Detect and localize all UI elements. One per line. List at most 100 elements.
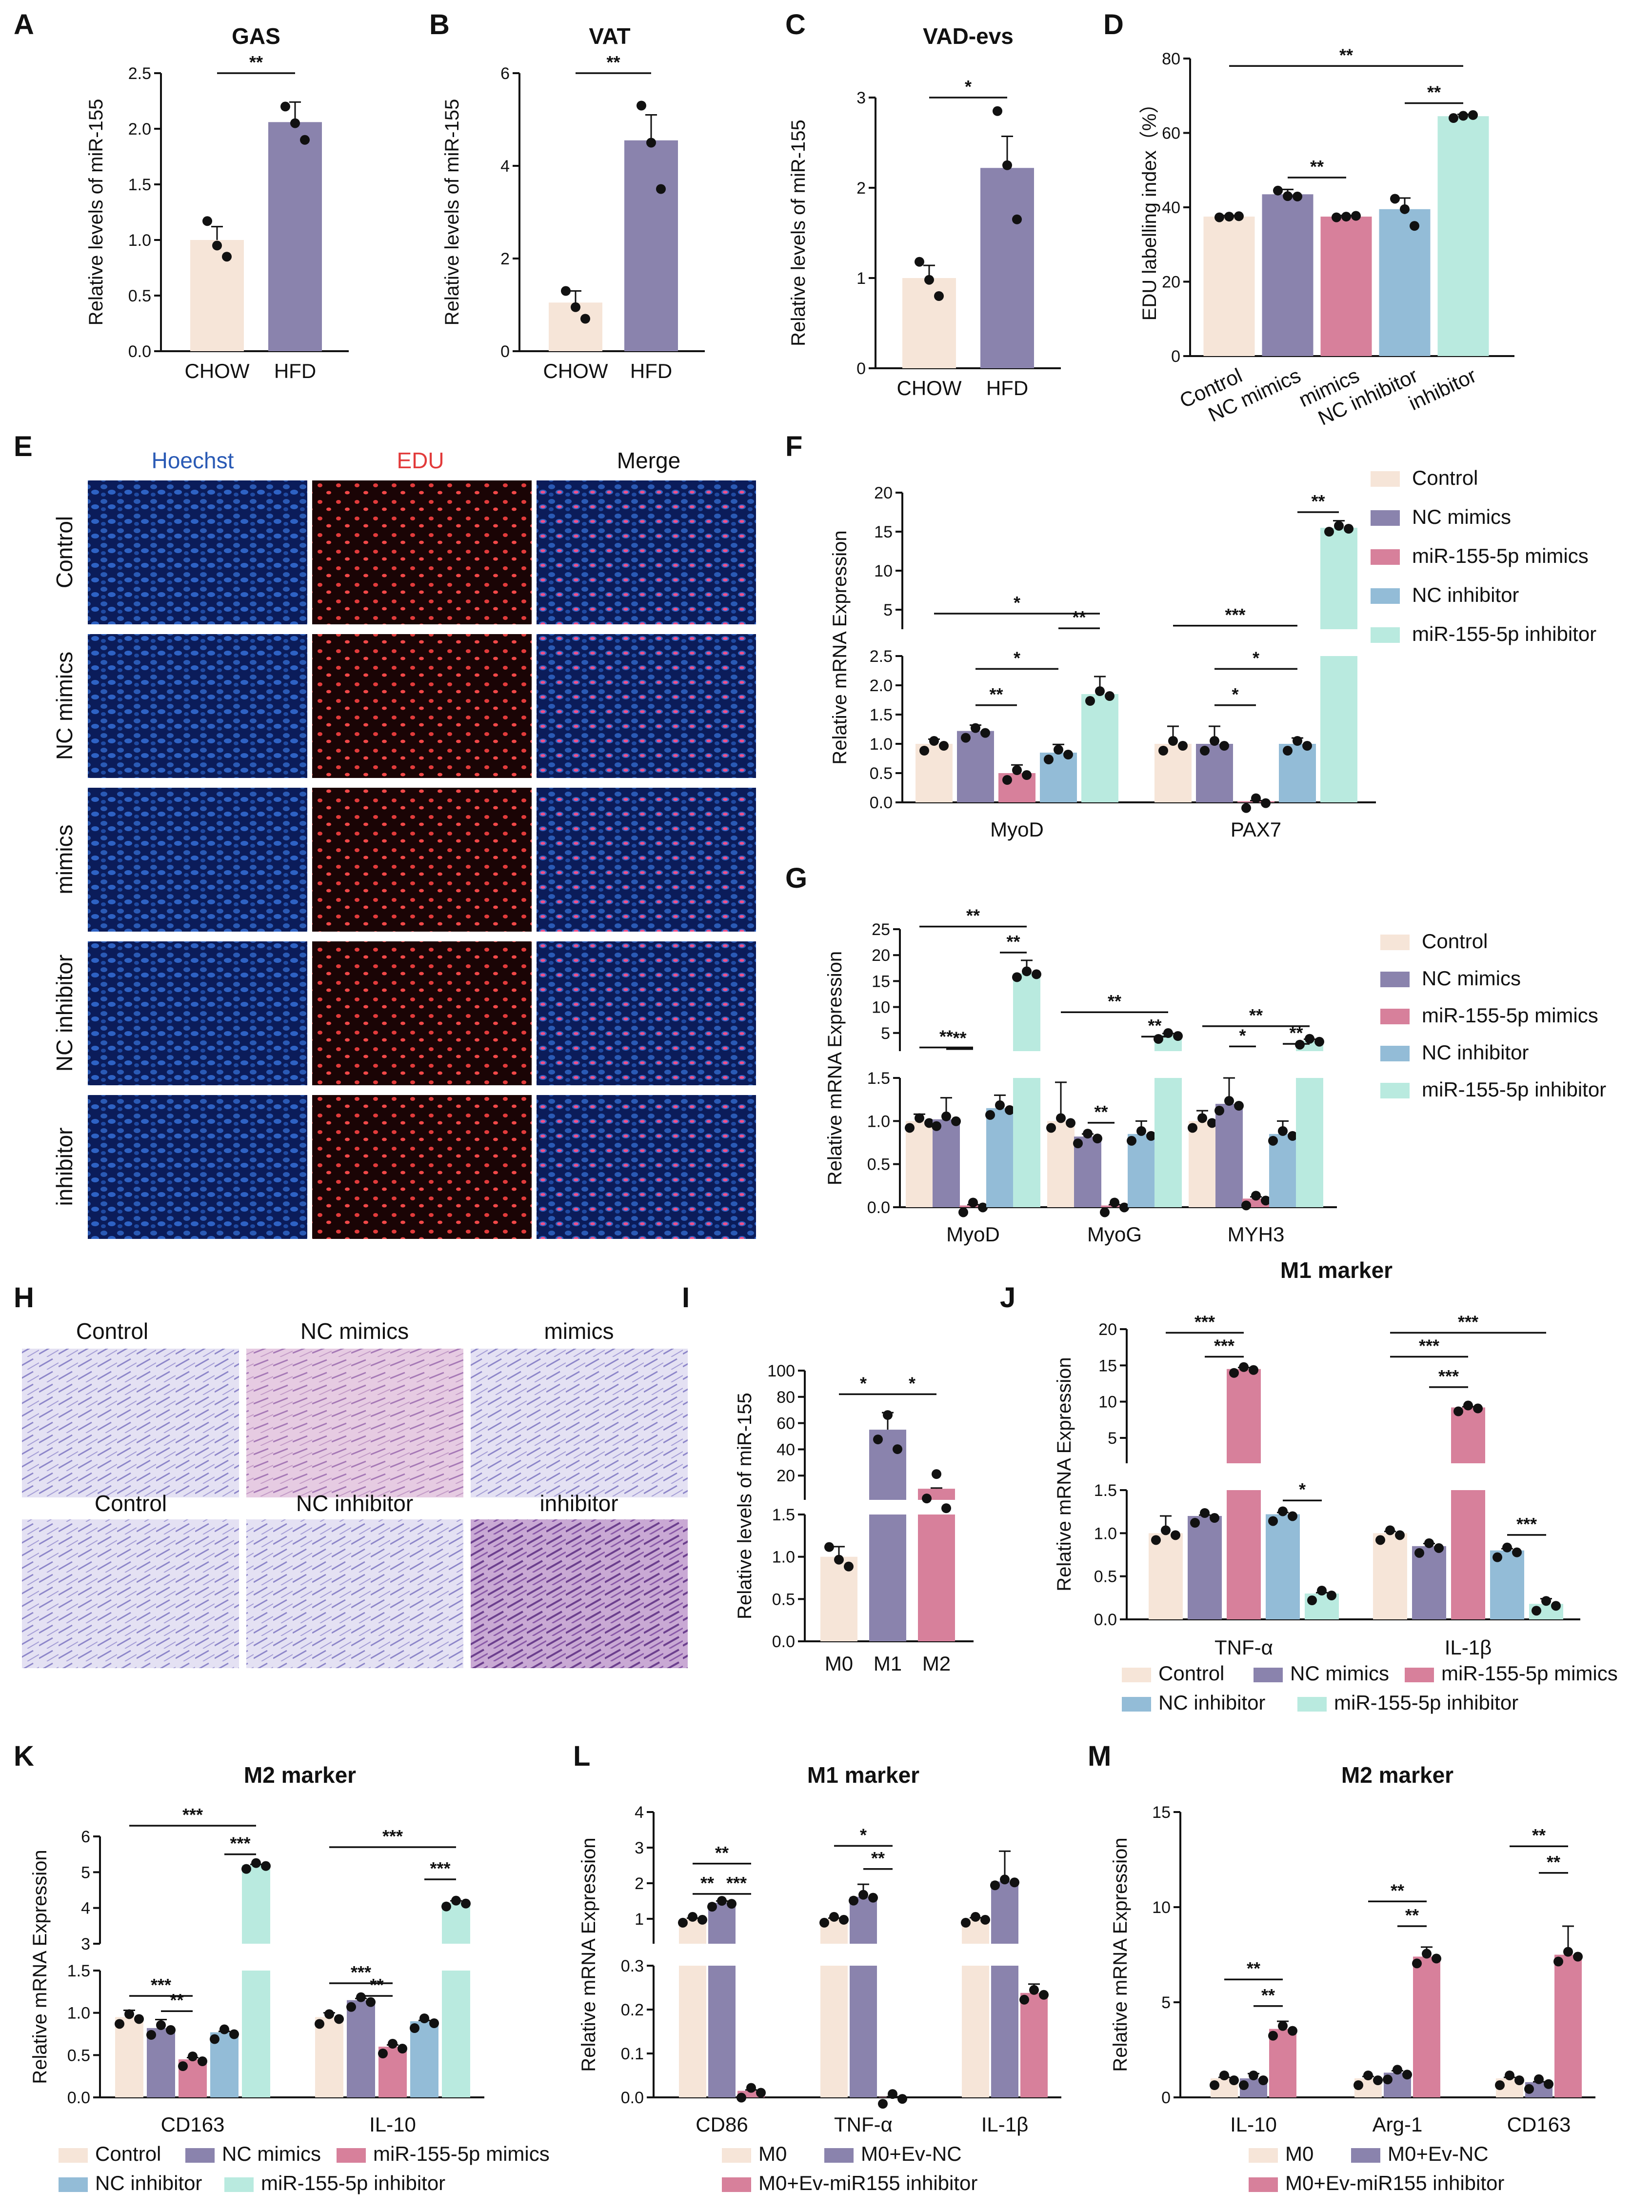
chart-g-ytick-label: 0.5 <box>867 1156 890 1174</box>
chart-j-bar-lower <box>1451 1490 1485 1619</box>
chart-b-data-point <box>646 138 656 148</box>
chart-c-data-point <box>1012 214 1022 224</box>
chart-b-data-point <box>580 314 590 324</box>
legend-m-label: M0 <box>1285 2142 1314 2165</box>
chart-k-data-point <box>441 1901 451 1912</box>
chart-c-y-axis-label: Relative levels of miR-155 <box>788 120 809 346</box>
h-label-inhibitor: inhibitor <box>539 1491 618 1516</box>
chart-k-data-point <box>124 2009 134 2019</box>
chart-k-sig-label: *** <box>182 1805 203 1825</box>
chart-g-data-point <box>1127 1136 1136 1146</box>
chart-d-data-point <box>1234 211 1244 221</box>
h-label-control-2: Control <box>95 1491 167 1516</box>
chart-j-data-point <box>1532 1606 1541 1616</box>
chart-k-ytick-label: 5 <box>81 1863 90 1882</box>
chart-k-ytick-label: 1.0 <box>67 2004 90 2023</box>
e-row-label-nc-inhibitor: NC inhibitor <box>52 955 77 1072</box>
chart-j-sig-label: *** <box>1214 1335 1234 1355</box>
panel-h-staining: Control NC mimics mimics Control NC inhi… <box>22 1318 688 1668</box>
chart-f-sig-label: ** <box>989 684 1003 704</box>
chart-g-data-point <box>995 1100 1005 1110</box>
chart-k-bar <box>315 2017 343 2097</box>
panel-label-a: A <box>14 9 34 40</box>
chart-b-ytick-label: 4 <box>500 157 510 176</box>
legend-f-label: miR-155-5p inhibitor <box>1412 622 1596 645</box>
chart-i-category-label: M1 <box>874 1652 902 1675</box>
chart-j-data-point <box>1512 1547 1522 1557</box>
chart-i-data-point <box>824 1542 834 1552</box>
chart-g-bar <box>1215 1104 1243 1207</box>
chart-l-data-point <box>819 1917 829 1928</box>
chart-d-data-point <box>1214 212 1224 222</box>
chart-f-ytick-label: 5 <box>883 601 893 619</box>
legend-f-swatch <box>1371 549 1400 565</box>
chart-g-data-point <box>1083 1129 1093 1139</box>
chart-k-data-point <box>334 2014 344 2024</box>
chart-k-sig-label: *** <box>382 1826 403 1846</box>
chart-g-data-point <box>1241 1200 1251 1211</box>
chart-a-ytick-label: 2.5 <box>128 64 151 83</box>
chart-g-ytick-label: 20 <box>872 946 890 965</box>
chart-k-bar <box>347 2000 375 2097</box>
chart-k-ytick-label: 0.0 <box>67 2089 90 2107</box>
panel-label-d: D <box>1103 9 1124 40</box>
chart-g-data-point <box>1173 1031 1183 1041</box>
chart-f-bar-lower <box>1320 656 1357 802</box>
chart-d-ytick-label: 20 <box>1162 273 1180 292</box>
chart-g-data-point <box>958 1207 968 1217</box>
chart-a-bar <box>190 240 244 351</box>
chart-l-bar-lower <box>850 1966 877 2097</box>
chart-d-data-point <box>1293 191 1302 201</box>
chart-f-y-axis-label: Relative mRNA Expression <box>829 530 851 764</box>
legend-g-swatch <box>1380 1083 1410 1098</box>
chart-f-data-point <box>1158 746 1168 756</box>
chart-d-category-label: inhibitor <box>1405 364 1480 415</box>
legend-l: M0 M0+Ev-NC M0+Ev-miR155 inhibitor <box>722 2142 977 2194</box>
chart-k-data-point <box>356 1992 366 2002</box>
chart-a-bar <box>268 122 322 351</box>
chart-k-category-label: IL-10 <box>369 2113 416 2136</box>
chart-k-data-point <box>166 2025 176 2035</box>
e-image-ncmimics-merge <box>537 634 756 778</box>
chart-b-title: VAT <box>589 23 630 49</box>
panel-label-c: C <box>785 9 806 40</box>
chart-g-ytick-label: 0.0 <box>867 1198 890 1217</box>
chart-f-data-point <box>1044 755 1054 764</box>
chart-l-data-point <box>688 1912 697 1922</box>
chart-b-sig-label: ** <box>606 52 620 72</box>
chart-l-data-point <box>971 1912 980 1922</box>
chart-l-bar-lower <box>962 1966 989 2097</box>
chart-k: 0.0 0.5 1.0 1.5 3 4 5 6 CD163 IL-10 M2 marker Relat… <box>29 1762 484 2136</box>
chart-m-sig-label: ** <box>1547 1852 1560 1872</box>
chart-j-data-point <box>1395 1530 1405 1540</box>
legend-f-label: Control <box>1412 466 1478 489</box>
chart-j-ytick-label: 0.0 <box>1094 1611 1117 1629</box>
chart-j-bar <box>1188 1516 1222 1619</box>
chart-m-data-point <box>1563 1947 1573 1957</box>
chart-d-ytick-label: 0 <box>1171 347 1180 366</box>
legend-m-swatch <box>1249 2148 1278 2163</box>
chart-l-bar-lower <box>679 1966 706 2097</box>
legend-m-label: M0+Ev-NC <box>1388 2142 1489 2165</box>
chart-g-ytick-label: 1.5 <box>867 1069 890 1088</box>
chart-g-data-point <box>1197 1113 1207 1123</box>
chart-f-ytick-label: 1.0 <box>870 735 893 754</box>
chart-d-bar <box>1203 217 1255 356</box>
chart-l-category-label: IL-1β <box>981 2113 1029 2136</box>
chart-l-ytick-label: 2 <box>635 1874 644 1893</box>
chart-m-data-point <box>1258 2075 1268 2085</box>
chart-g-category-label: MyoD <box>946 1223 1000 1246</box>
legend-g-label: miR-155-5p mimics <box>1422 1004 1598 1027</box>
chart-l-data-point <box>727 1899 736 1909</box>
chart-b-data-point <box>561 286 571 296</box>
panel-label-e: E <box>14 431 33 462</box>
panel-label-k: K <box>14 1740 34 1772</box>
chart-g: 0.0 0.5 1.0 1.5 5 10 15 20 25 MyoD MyoG MYH3 Relativ… <box>824 906 1337 1246</box>
legend-j-label: miR-155-5p inhibitor <box>1334 1691 1518 1714</box>
chart-l: 0.0 0.1 0.2 0.3 1 2 3 4 CD86 TNF-α IL-1β M1 marker R… <box>578 1762 1061 2136</box>
chart-i-data-point <box>893 1444 902 1455</box>
chart-g-data-point <box>1066 1118 1075 1128</box>
legend-f-label: miR-155-5p mimics <box>1412 544 1589 567</box>
chart-j-data-point <box>1229 1368 1239 1378</box>
chart-m-data-point <box>1383 2074 1393 2085</box>
